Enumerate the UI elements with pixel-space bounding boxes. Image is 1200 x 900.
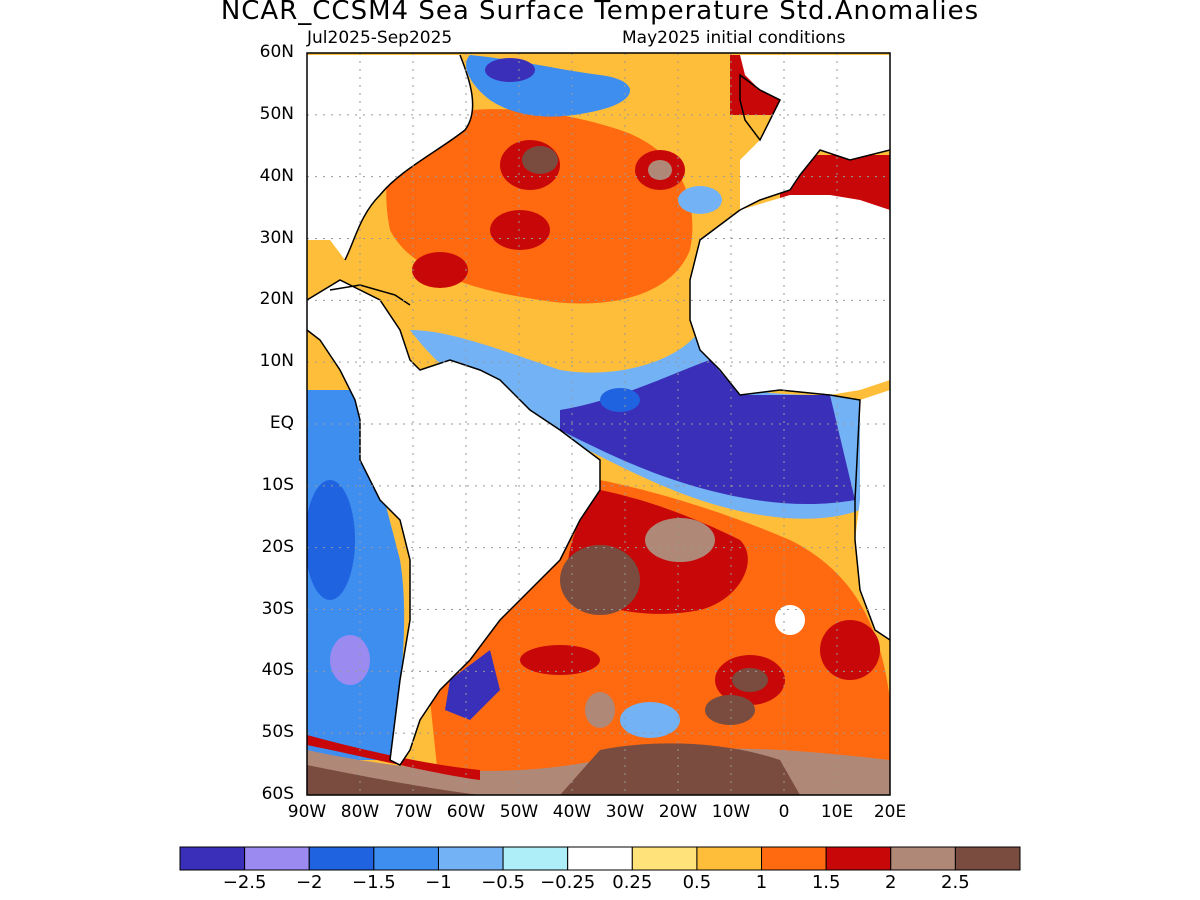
lat-label: 20S <box>261 536 294 557</box>
lon-label: 40W <box>552 802 592 822</box>
lon-label: 80W <box>340 802 380 822</box>
lat-label: 50S <box>261 722 294 743</box>
colorbar-swatch <box>954 846 1021 871</box>
map-frame <box>306 52 891 796</box>
lon-label: 10E <box>820 802 854 822</box>
lon-label: 30W <box>605 802 645 822</box>
colorbar-swatch <box>825 846 892 871</box>
colorbar-label: 2 <box>885 872 897 893</box>
colorbar-swatch <box>631 846 698 871</box>
colorbar-label: −0.25 <box>540 872 596 893</box>
lon-label: 0 <box>778 802 790 822</box>
lat-label: 30N <box>259 227 294 248</box>
colorbar-label: −2.5 <box>222 872 267 893</box>
lat-label: 40N <box>259 165 294 186</box>
lat-label: 20N <box>259 289 294 310</box>
lon-label: 90W <box>287 802 327 822</box>
colorbar-label: 0.5 <box>682 872 712 893</box>
colorbar-label: −2 <box>295 872 323 893</box>
lat-label: EQ <box>269 413 294 433</box>
lat-label: 10N <box>259 351 294 372</box>
lon-label: 10W <box>711 802 751 822</box>
colorbar-swatch <box>244 846 310 871</box>
lat-label: 60N <box>259 42 294 62</box>
lat-label: 40S <box>261 660 294 681</box>
lat-label: 10S <box>261 474 294 495</box>
lon-label: 20W <box>658 802 698 822</box>
colorbar-swatch <box>761 846 827 871</box>
map-title: NCAR_CCSM4 Sea Surface Temperature Std.A… <box>220 0 980 26</box>
lon-label: 20E <box>873 802 907 822</box>
colorbar-label: 1 <box>755 872 768 893</box>
colorbar-label: −1 <box>425 872 452 893</box>
lat-label: 30S <box>261 598 294 619</box>
colorbar-swatch <box>437 846 504 871</box>
colorbar <box>179 846 1021 871</box>
initial-conditions-label: May2025 initial conditions <box>622 28 846 48</box>
colorbar-swatch <box>890 846 956 871</box>
forecast-period-label: Jul2025-Sep2025 <box>307 28 453 48</box>
colorbar-swatch <box>179 846 246 871</box>
colorbar-swatch <box>567 846 633 871</box>
colorbar-label: 0.25 <box>612 872 653 893</box>
colorbar-swatch <box>308 846 375 871</box>
lon-label: 50W <box>499 802 539 822</box>
lon-label: 70W <box>393 802 433 822</box>
colorbar-label: −0.5 <box>481 872 525 893</box>
colorbar-label: 2.5 <box>941 872 970 893</box>
colorbar-swatch <box>696 846 763 871</box>
lat-label: 50N <box>259 103 294 124</box>
colorbar-swatch <box>373 846 439 871</box>
lon-label: 60W <box>446 802 486 822</box>
colorbar-label: −1.5 <box>351 872 396 893</box>
colorbar-swatch <box>502 846 569 871</box>
lat-label: 60S <box>261 784 294 804</box>
anomaly-field <box>307 53 890 795</box>
colorbar-label: 1.5 <box>811 872 841 893</box>
lat-lon-gridlines <box>307 53 890 795</box>
